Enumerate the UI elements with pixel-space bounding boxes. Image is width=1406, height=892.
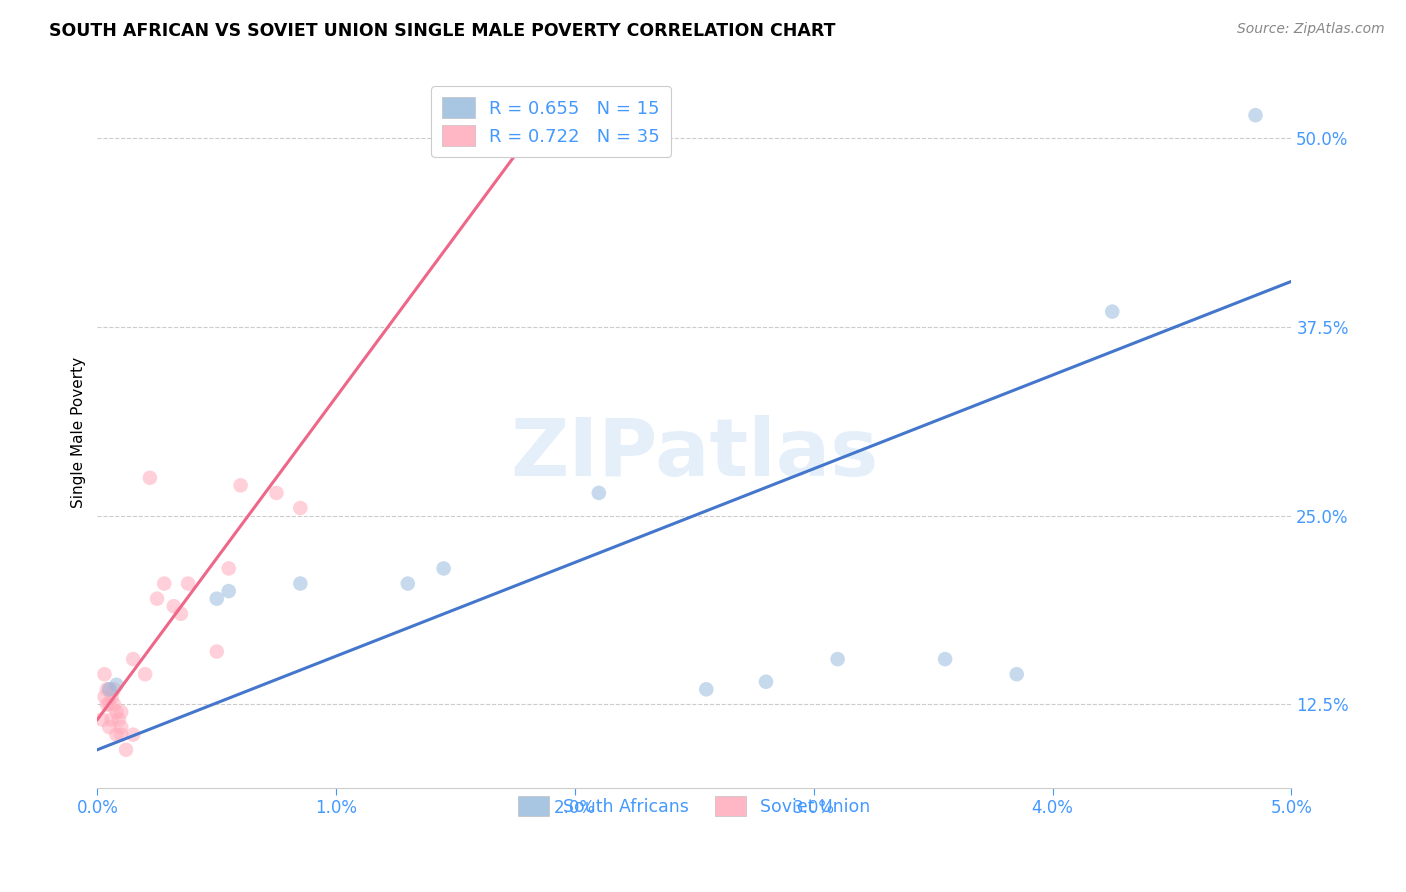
Point: [103, 698, 125, 712]
Point: [103, 682, 125, 697]
Point: [290, 501, 312, 516]
Point: [396, 576, 419, 591]
Point: [1005, 667, 1028, 681]
Point: [153, 576, 176, 591]
Point: [1244, 108, 1267, 122]
Point: [108, 713, 131, 727]
Point: [110, 705, 132, 719]
Point: [588, 486, 610, 500]
Point: [146, 591, 169, 606]
Point: [218, 584, 240, 599]
Point: [139, 471, 162, 485]
Point: [290, 576, 312, 591]
Point: [100, 690, 122, 704]
Point: [105, 705, 128, 719]
Legend: South Africans, Soviet Union: South Africans, Soviet Union: [509, 788, 879, 825]
Point: [93, 667, 115, 681]
Point: [98, 682, 121, 697]
Y-axis label: Single Male Poverty: Single Male Poverty: [72, 357, 86, 508]
Point: [266, 486, 288, 500]
Point: [110, 720, 132, 734]
Point: [433, 561, 456, 575]
Point: [827, 652, 849, 666]
Point: [934, 652, 956, 666]
Point: [96, 698, 118, 712]
Point: [205, 591, 228, 606]
Point: [93, 690, 115, 704]
Point: [96, 682, 118, 697]
Point: [105, 678, 128, 692]
Point: [1101, 304, 1123, 318]
Point: [122, 728, 145, 742]
Point: [105, 728, 128, 742]
Point: [755, 674, 778, 689]
Point: [134, 667, 156, 681]
Point: [456, 119, 478, 133]
Point: [170, 607, 193, 621]
Point: [468, 119, 491, 133]
Point: [100, 713, 122, 727]
Point: [91, 713, 114, 727]
Point: [177, 576, 200, 591]
Point: [163, 599, 186, 614]
Point: [98, 682, 121, 697]
Point: [218, 561, 240, 575]
Text: ZIPatlas: ZIPatlas: [510, 415, 879, 492]
Point: [115, 743, 138, 757]
Point: [98, 720, 121, 734]
Point: [695, 682, 717, 697]
Point: [122, 652, 145, 666]
Point: [110, 728, 132, 742]
Point: [205, 644, 228, 658]
Text: Source: ZipAtlas.com: Source: ZipAtlas.com: [1237, 22, 1385, 37]
Point: [98, 698, 121, 712]
Point: [229, 478, 252, 492]
Text: SOUTH AFRICAN VS SOVIET UNION SINGLE MALE POVERTY CORRELATION CHART: SOUTH AFRICAN VS SOVIET UNION SINGLE MAL…: [49, 22, 835, 40]
